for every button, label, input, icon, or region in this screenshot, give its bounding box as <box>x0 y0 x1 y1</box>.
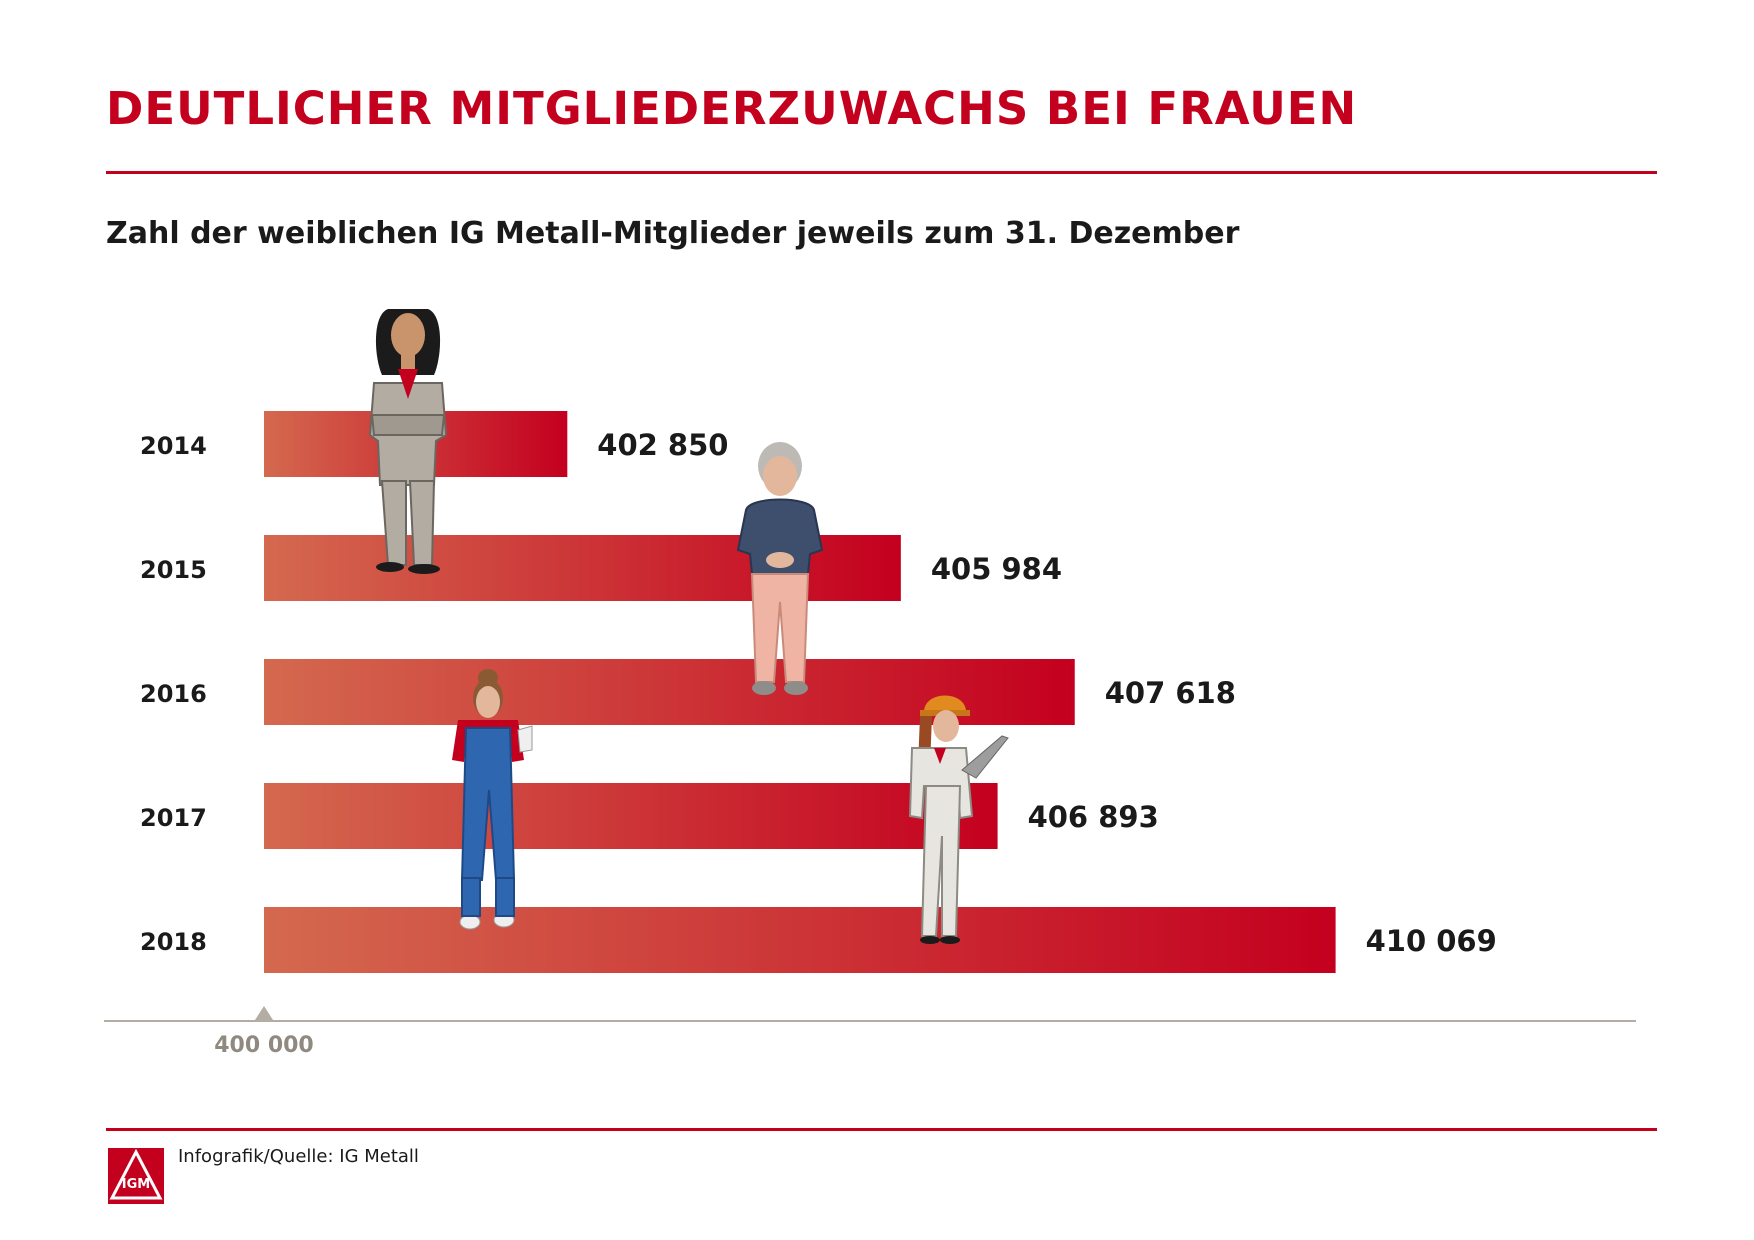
x-axis-tick-label: 400 000 <box>214 1033 314 1058</box>
title-divider <box>106 171 1657 174</box>
woman-overalls-icon <box>452 669 533 930</box>
bar-2018 <box>264 907 1336 973</box>
bar-2017 <box>264 783 998 849</box>
chart-subtitle: Zahl der weiblichen IG Metall-Mitglieder… <box>106 216 1240 251</box>
year-label: 2018 <box>140 928 207 956</box>
ig-metall-logo: IGM <box>108 1148 164 1204</box>
x-axis: 400 000 <box>104 1006 1636 1058</box>
footer-divider <box>106 1128 1657 1131</box>
x-axis-tick-marker <box>255 1006 273 1020</box>
year-label: 2014 <box>140 432 207 460</box>
value-label: 406 893 <box>1028 800 1159 834</box>
older-woman-icon <box>736 442 824 695</box>
woman-hard-hat-laptop-icon <box>908 695 1009 944</box>
svg-text:IGM: IGM <box>122 1177 150 1192</box>
woman-business-suit-icon <box>368 309 448 574</box>
bars-layer: 2014 402 850 2015 405 984 2016 407 618 2017 406… <box>140 411 1497 973</box>
source-note: Infografik/Quelle: IG Metall <box>178 1146 419 1167</box>
value-label: 402 850 <box>597 428 728 462</box>
year-label: 2016 <box>140 680 207 708</box>
year-label: 2015 <box>140 556 207 584</box>
value-label: 405 984 <box>931 552 1062 586</box>
value-label: 410 069 <box>1366 924 1497 958</box>
year-label: 2017 <box>140 804 207 832</box>
value-label: 407 618 <box>1105 676 1236 710</box>
chart-title: DEUTLICHER MITGLIEDERZUWACHS BEI FRAUEN <box>106 82 1358 135</box>
